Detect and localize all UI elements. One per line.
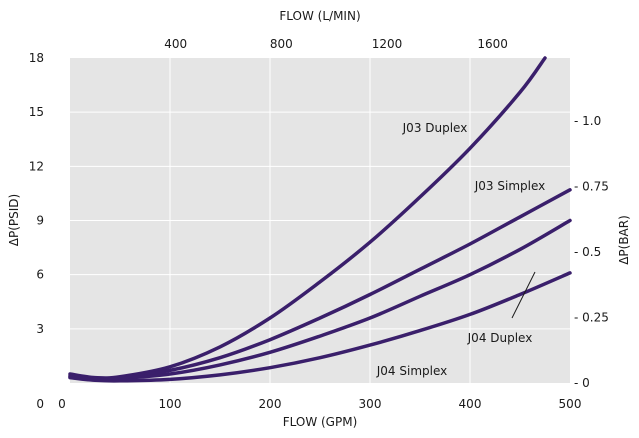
series-label-j03-duplex: J03 Duplex bbox=[402, 121, 468, 135]
top-tick-label: 1600 bbox=[477, 37, 508, 51]
top-tick-label: 800 bbox=[270, 37, 293, 51]
x-tick-label: 100 bbox=[159, 397, 182, 411]
x-axis-top-title: FLOW (L/MIN) bbox=[279, 9, 360, 23]
y-axis-title: ΔP(PSID) bbox=[7, 194, 21, 246]
right-tick-label: - 0.75 bbox=[574, 180, 609, 194]
series-labels: J03 Duplex J03 Simplex J04 Duplex J04 Simpl… bbox=[376, 121, 546, 378]
series-label-j03-simplex: J03 Simplex bbox=[474, 179, 546, 193]
grid bbox=[70, 58, 570, 383]
right-tick-label: - 1.0 bbox=[574, 114, 601, 128]
y-tick-label: 3 bbox=[36, 322, 44, 336]
top-tick-label: 1200 bbox=[372, 37, 403, 51]
y-tick-label: 9 bbox=[36, 214, 44, 228]
series-line-j04-simplex bbox=[68, 271, 572, 383]
right-tick-labels: - 0 - 0.25 - 0.5 - 0.75 - 1.0 bbox=[574, 114, 609, 390]
x-tick-label: 300 bbox=[359, 397, 382, 411]
top-tick-label: 400 bbox=[164, 37, 187, 51]
y-axis-right-title: ΔP(BAR) bbox=[617, 215, 631, 265]
right-tick-label: - 0.25 bbox=[574, 311, 609, 325]
series-lines bbox=[68, 56, 572, 383]
series-label-j04-duplex: J04 Duplex bbox=[467, 331, 533, 345]
y-tick-label: 12 bbox=[29, 159, 44, 173]
y-tick-label: 18 bbox=[29, 51, 44, 65]
left-tick-labels: 0 3 6 9 12 15 18 bbox=[29, 51, 44, 411]
y-tick-label: 0 bbox=[36, 397, 44, 411]
y-tick-label: 6 bbox=[36, 268, 44, 282]
x-tick-label: 500 bbox=[559, 397, 582, 411]
y-tick-label: 15 bbox=[29, 105, 44, 119]
j04-duplex-pointer bbox=[511, 271, 536, 319]
x-tick-label: 0 bbox=[58, 397, 66, 411]
series-label-j04-simplex: J04 Simplex bbox=[376, 364, 448, 378]
right-tick-label: - 0.5 bbox=[574, 245, 601, 259]
top-tick-labels: 400 800 1200 1600 bbox=[164, 37, 508, 51]
x-tick-label: 200 bbox=[259, 397, 282, 411]
x-tick-label: 400 bbox=[459, 397, 482, 411]
bottom-tick-labels: 0 100 200 300 400 500 bbox=[58, 397, 581, 411]
right-tick-label: - 0 bbox=[574, 376, 590, 390]
x-axis-title: FLOW (GPM) bbox=[283, 415, 358, 429]
series-line-j04-duplex bbox=[68, 218, 572, 382]
